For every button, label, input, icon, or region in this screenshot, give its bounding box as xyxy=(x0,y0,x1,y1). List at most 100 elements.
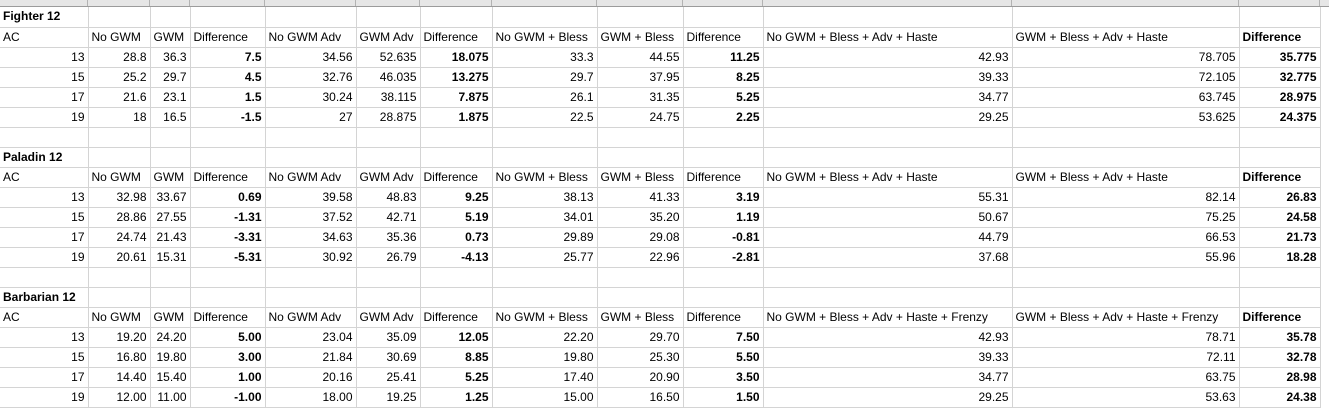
column-header-8[interactable] xyxy=(597,0,683,6)
cell[interactable]: 78.705 xyxy=(1012,47,1240,68)
cell[interactable]: 38.115 xyxy=(356,87,421,108)
cell[interactable]: 39.58 xyxy=(265,187,357,208)
cell[interactable]: 28.86 xyxy=(88,207,151,228)
header-cell[interactable]: GWM + Bless + Adv + Haste xyxy=(1012,167,1240,188)
cell[interactable]: 72.11 xyxy=(1012,347,1240,368)
cell[interactable]: 2.25 xyxy=(683,107,764,128)
cell[interactable] xyxy=(1239,127,1321,148)
cell[interactable]: 33.3 xyxy=(492,47,598,68)
cell-grid[interactable]: Fighter 12 AC No GWM GWM Difference No GWM Ad… xyxy=(0,7,1321,408)
cell[interactable] xyxy=(356,287,421,308)
header-cell[interactable]: GWM + Bless + Adv + Haste xyxy=(1012,27,1240,48)
cell[interactable]: 21.43 xyxy=(150,227,191,248)
cell[interactable]: 17 xyxy=(0,227,89,248)
cell[interactable] xyxy=(492,147,598,168)
cell[interactable]: 29.08 xyxy=(597,227,684,248)
cell[interactable]: 19.20 xyxy=(88,327,151,348)
header-cell[interactable]: AC xyxy=(0,307,89,328)
cell[interactable]: 5.25 xyxy=(420,367,493,388)
cell[interactable]: 39.33 xyxy=(763,347,1013,368)
cell[interactable]: 26.79 xyxy=(356,247,421,268)
header-cell[interactable]: No GWM + Bless xyxy=(492,307,598,328)
cell[interactable]: 7.5 xyxy=(190,47,266,68)
cell[interactable]: 24.38 xyxy=(1239,387,1321,408)
header-cell[interactable]: No GWM Adv xyxy=(265,27,357,48)
cell[interactable]: 29.7 xyxy=(150,67,191,88)
cell[interactable]: 17.40 xyxy=(492,367,598,388)
column-header-1[interactable] xyxy=(88,0,150,6)
column-header-9[interactable] xyxy=(683,0,763,6)
cell[interactable]: 34.77 xyxy=(763,367,1013,388)
cell[interactable]: 44.55 xyxy=(597,47,684,68)
cell[interactable]: 1.25 xyxy=(420,387,493,408)
cell[interactable]: 19 xyxy=(0,387,89,408)
cell[interactable]: 12.05 xyxy=(420,327,493,348)
cell[interactable] xyxy=(492,127,598,148)
cell[interactable]: 8.25 xyxy=(683,67,764,88)
cell[interactable]: 53.625 xyxy=(1012,107,1240,128)
cell[interactable] xyxy=(763,147,1013,168)
cell[interactable]: 24.58 xyxy=(1239,207,1321,228)
column-header-0[interactable] xyxy=(0,0,88,6)
header-cell[interactable]: Difference xyxy=(683,27,764,48)
cell[interactable] xyxy=(88,147,151,168)
cell[interactable] xyxy=(88,287,151,308)
cell[interactable] xyxy=(150,147,191,168)
section-title[interactable]: Paladin 12 xyxy=(0,147,89,168)
cell[interactable] xyxy=(492,7,598,28)
cell[interactable]: 32.76 xyxy=(265,67,357,88)
header-cell[interactable]: GWM Adv xyxy=(356,307,421,328)
cell[interactable]: 16.50 xyxy=(597,387,684,408)
cell[interactable] xyxy=(265,7,357,28)
cell[interactable]: 5.00 xyxy=(190,327,266,348)
section-title[interactable]: Barbarian 12 xyxy=(0,287,89,308)
cell[interactable] xyxy=(265,267,357,288)
cell[interactable]: 31.35 xyxy=(597,87,684,108)
column-header-4[interactable] xyxy=(265,0,356,6)
cell[interactable] xyxy=(150,7,191,28)
cell[interactable] xyxy=(683,287,764,308)
cell[interactable] xyxy=(190,287,266,308)
cell[interactable]: 33.67 xyxy=(150,187,191,208)
header-cell[interactable]: No GWM + Bless + Adv + Haste xyxy=(763,167,1013,188)
cell[interactable] xyxy=(265,147,357,168)
cell[interactable]: 34.77 xyxy=(763,87,1013,108)
cell[interactable]: 25.77 xyxy=(492,247,598,268)
cell[interactable] xyxy=(356,267,421,288)
cell[interactable]: 19.80 xyxy=(492,347,598,368)
cell[interactable]: 1.19 xyxy=(683,207,764,228)
cell[interactable] xyxy=(265,287,357,308)
cell[interactable] xyxy=(683,267,764,288)
cell[interactable]: 39.33 xyxy=(763,67,1013,88)
cell[interactable]: 17 xyxy=(0,367,89,388)
cell[interactable]: 48.83 xyxy=(356,187,421,208)
cell[interactable]: 63.745 xyxy=(1012,87,1240,108)
cell[interactable]: -5.31 xyxy=(190,247,266,268)
cell[interactable] xyxy=(420,127,493,148)
header-cell[interactable]: No GWM + Bless + Adv + Haste xyxy=(763,27,1013,48)
cell[interactable] xyxy=(150,267,191,288)
cell[interactable]: 3.00 xyxy=(190,347,266,368)
cell[interactable] xyxy=(1239,287,1321,308)
cell[interactable]: 13.275 xyxy=(420,67,493,88)
cell[interactable] xyxy=(88,7,151,28)
cell[interactable]: 11.25 xyxy=(683,47,764,68)
cell[interactable]: 28.8 xyxy=(88,47,151,68)
cell[interactable]: 7.875 xyxy=(420,87,493,108)
cell[interactable]: 42.71 xyxy=(356,207,421,228)
cell[interactable]: 11.00 xyxy=(150,387,191,408)
cell[interactable]: 29.70 xyxy=(597,327,684,348)
cell[interactable]: 38.13 xyxy=(492,187,598,208)
cell[interactable] xyxy=(763,267,1013,288)
header-cell[interactable]: GWM + Bless + Adv + Haste + Frenzy xyxy=(1012,307,1240,328)
cell[interactable]: 44.79 xyxy=(763,227,1013,248)
cell[interactable]: 26.83 xyxy=(1239,187,1321,208)
header-cell[interactable]: Difference xyxy=(420,27,493,48)
cell[interactable]: 3.50 xyxy=(683,367,764,388)
cell[interactable] xyxy=(150,127,191,148)
cell[interactable] xyxy=(1239,147,1321,168)
cell[interactable] xyxy=(1012,267,1240,288)
cell[interactable]: -4.13 xyxy=(420,247,493,268)
column-header-7[interactable] xyxy=(492,0,597,6)
cell[interactable]: 16.5 xyxy=(150,107,191,128)
